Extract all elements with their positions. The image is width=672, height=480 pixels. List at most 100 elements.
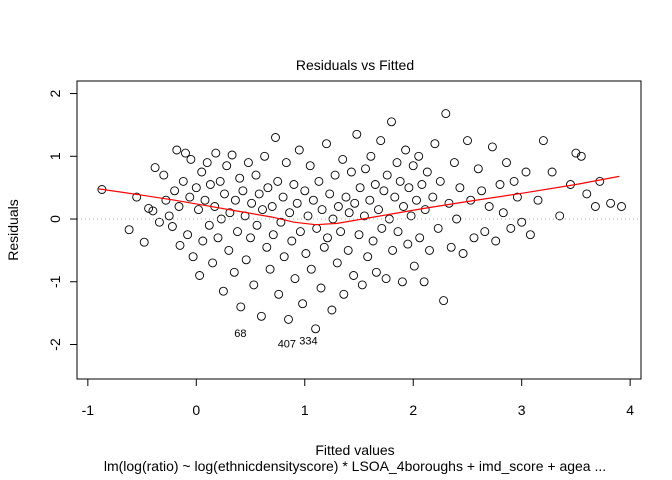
data-point [235, 173, 245, 183]
y-axis: -2 -1 0 1 2 [47, 89, 78, 351]
data-point [422, 167, 432, 177]
data-point [441, 109, 451, 119]
data-point [267, 202, 277, 211]
data-point [301, 249, 311, 258]
data-point [555, 211, 565, 221]
data-point [352, 129, 362, 139]
data-point [305, 161, 315, 171]
data-point [517, 217, 527, 227]
data-point [435, 176, 445, 186]
data-point [346, 167, 356, 177]
x-tick-label: 4 [626, 402, 634, 418]
data-point [311, 324, 321, 334]
data-point [225, 208, 235, 218]
data-point [124, 225, 134, 235]
data-point [306, 264, 316, 274]
data-point [186, 154, 196, 164]
data-point [379, 186, 389, 196]
data-point [172, 145, 182, 155]
data-point [355, 183, 365, 193]
data-point [361, 164, 370, 174]
data-point [439, 296, 449, 306]
data-point [281, 158, 291, 168]
x-axis: -1 0 1 2 3 4 [82, 378, 634, 418]
data-point [167, 222, 177, 231]
data-point [252, 220, 262, 230]
data-point [395, 176, 405, 186]
data-point [204, 220, 214, 230]
data-point [388, 245, 398, 255]
data-point [403, 239, 413, 249]
data-point [446, 242, 456, 252]
data-point [278, 192, 288, 202]
data-point [498, 208, 508, 218]
data-point [289, 180, 299, 189]
data-point [381, 274, 391, 284]
data-point [414, 151, 424, 161]
data-point [339, 289, 349, 299]
data-point [359, 211, 369, 221]
data-point [274, 289, 284, 299]
data-point [419, 277, 429, 287]
data-point [265, 264, 275, 274]
y-tick-label: -1 [47, 275, 63, 288]
data-point [458, 249, 468, 258]
data-point [582, 189, 592, 199]
data-point [233, 227, 242, 237]
data-point [247, 198, 257, 208]
data-point [509, 176, 519, 186]
data-point [271, 133, 280, 142]
data-point [477, 186, 487, 196]
data-point [132, 192, 142, 202]
data-point [338, 154, 348, 164]
data-point [533, 195, 543, 205]
data-point [343, 245, 353, 255]
data-point [473, 164, 483, 174]
data-point [487, 142, 497, 152]
data-point [415, 233, 425, 243]
data-point [323, 233, 332, 243]
data-point [521, 167, 531, 177]
data-point [484, 202, 494, 211]
data-point [211, 148, 221, 158]
data-point [399, 202, 408, 211]
data-point [314, 176, 324, 186]
data-point [148, 206, 158, 216]
data-point [185, 192, 195, 202]
data-point [254, 189, 264, 199]
data-point [502, 158, 511, 168]
data-point [183, 230, 193, 240]
x-tick-label: 2 [409, 402, 417, 418]
data-point [463, 136, 472, 146]
y-tick-label: 1 [47, 152, 63, 160]
data-point [366, 151, 376, 161]
data-point [368, 236, 378, 246]
x-axis-label: Fitted values [315, 442, 394, 458]
data-point [174, 202, 184, 211]
data-point [191, 183, 201, 193]
data-point [469, 233, 479, 243]
y-axis-label: Residuals [5, 199, 21, 260]
scatter-points [97, 109, 626, 334]
data-point [525, 230, 535, 240]
data-point [576, 151, 586, 161]
data-point [251, 170, 261, 180]
data-point [325, 189, 335, 199]
data-point [294, 145, 304, 155]
data-point [164, 211, 174, 221]
data-point [406, 211, 416, 221]
data-point [200, 195, 210, 205]
data-point [205, 180, 215, 189]
data-point [258, 205, 267, 215]
data-point [512, 192, 522, 202]
data-point [317, 205, 327, 215]
data-point [350, 198, 360, 208]
plot-frame [76, 80, 642, 380]
point-labels: 68 407 334 [234, 328, 317, 351]
data-point [198, 236, 208, 246]
data-point [284, 314, 293, 324]
data-point [322, 139, 331, 149]
y-tick-label: -2 [47, 338, 63, 351]
data-point [298, 299, 308, 309]
